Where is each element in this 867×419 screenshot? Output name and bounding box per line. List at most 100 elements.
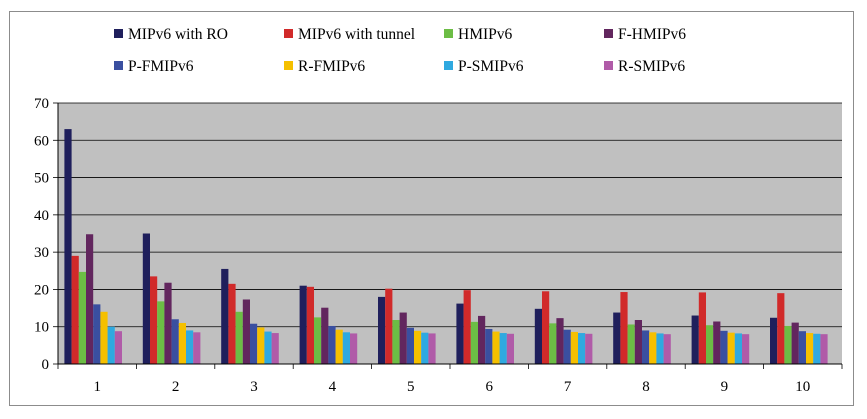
bar: [642, 330, 650, 364]
bar: [820, 334, 828, 364]
bar: [777, 293, 785, 364]
bar: [378, 296, 386, 364]
bar: [414, 330, 422, 364]
legend-label: MIPv6 with RO: [128, 26, 228, 43]
legend-swatch: [604, 61, 613, 70]
bar: [186, 330, 194, 364]
bar: [563, 329, 571, 364]
bar: [570, 331, 578, 364]
bar: [78, 271, 86, 364]
bar: [485, 328, 493, 364]
bar: [335, 329, 343, 364]
bar: [264, 331, 272, 364]
x-tick-label: 2: [172, 379, 180, 395]
bar: [306, 286, 314, 364]
bar: [257, 327, 265, 364]
bar: [93, 304, 101, 364]
bar: [299, 285, 307, 364]
legend-swatch: [284, 29, 293, 38]
bar: [421, 332, 429, 364]
bar: [556, 318, 564, 364]
plot-area: [58, 103, 842, 364]
bar: [178, 322, 186, 364]
y-tick-label: 50: [34, 171, 49, 187]
legend-label: HMIPv6: [458, 26, 513, 43]
bar: [64, 129, 72, 364]
bar: [350, 333, 358, 364]
bar: [478, 315, 486, 364]
x-tick-label: 4: [329, 379, 337, 395]
bar: [499, 333, 507, 364]
legend-swatch: [604, 29, 613, 38]
legend-swatch: [114, 61, 123, 70]
bar: [107, 326, 115, 364]
legend-label: P-FMIPv6: [128, 58, 194, 75]
x-tick-label: 8: [642, 379, 650, 395]
bar: [585, 333, 593, 364]
bar: [549, 323, 557, 364]
bar: [620, 292, 628, 364]
bar: [150, 276, 158, 364]
bar: [171, 319, 179, 364]
bar: [428, 333, 436, 364]
x-axis-ticks: 1 2 3 4 5 6 7 8 9 10: [57, 364, 843, 395]
legend-label: R-FMIPv6: [298, 58, 365, 75]
legend-label: R-SMIPv6: [618, 58, 685, 75]
bar: [542, 291, 550, 364]
x-tick-label: 1: [93, 379, 101, 395]
bar: [713, 321, 721, 364]
bar: [242, 299, 250, 364]
legend-swatch: [114, 29, 123, 38]
bar: [706, 325, 714, 364]
bar: [791, 322, 799, 364]
bar-chart: MIPv6 with RO MIPv6 with tunnel HMIPv6 F-HM…: [34, 26, 843, 395]
bar: [86, 234, 94, 364]
y-tick-label: 0: [42, 357, 50, 373]
legend-label: F-HMIPv6: [618, 26, 686, 43]
bar: [342, 332, 350, 364]
y-tick-label: 70: [34, 96, 49, 112]
legend-label: MIPv6 with tunnel: [298, 26, 415, 43]
bar: [649, 332, 657, 364]
x-tick-label: 9: [721, 379, 729, 395]
bar: [250, 323, 258, 364]
bar: [813, 333, 821, 364]
bar: [656, 333, 664, 364]
bar: [392, 320, 400, 364]
bar: [627, 324, 635, 364]
bar: [142, 233, 150, 364]
legend-swatch: [284, 61, 293, 70]
bar: [720, 330, 728, 364]
bar: [193, 332, 201, 364]
bar: [385, 288, 393, 364]
bar: [506, 333, 514, 364]
bar: [470, 321, 478, 364]
y-tick-label: 60: [34, 133, 49, 149]
bar: [228, 283, 236, 364]
chart-container: MIPv6 with RO MIPv6 with tunnel HMIPv6 F-HM…: [9, 11, 854, 406]
bar: [328, 325, 336, 364]
bar: [770, 317, 778, 364]
y-tick-label: 10: [34, 320, 49, 336]
bar: [727, 332, 735, 364]
bar: [691, 315, 699, 364]
bar: [456, 303, 464, 364]
legend-swatch: [444, 61, 453, 70]
y-tick-label: 40: [34, 208, 49, 224]
legend-label: P-SMIPv6: [458, 58, 524, 75]
gridlines: [58, 102, 842, 328]
bar: [613, 312, 621, 364]
bar: [114, 331, 122, 364]
bar: [734, 333, 742, 364]
bar: [271, 333, 279, 364]
bar: [221, 268, 229, 364]
y-axis-ticks: 0 10 20 30 40 50 60 70: [34, 96, 58, 373]
x-tick-label: 6: [485, 379, 493, 395]
bar: [534, 308, 542, 364]
y-tick-label: 30: [34, 245, 49, 261]
bar: [663, 334, 671, 364]
bars: [64, 129, 828, 364]
bar: [71, 255, 79, 364]
bar: [235, 311, 243, 364]
bar: [157, 301, 165, 364]
